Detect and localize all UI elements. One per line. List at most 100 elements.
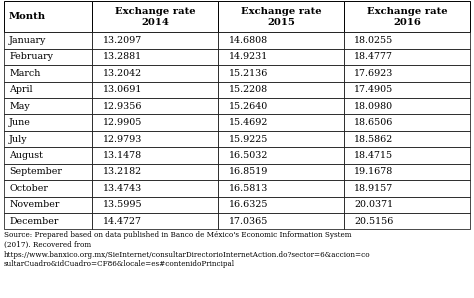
Bar — [344, 164, 470, 180]
Bar — [344, 65, 470, 82]
Bar — [344, 82, 470, 98]
Bar — [4, 131, 92, 147]
Bar — [4, 65, 92, 82]
Bar — [92, 147, 219, 164]
Bar — [219, 164, 344, 180]
Text: August: August — [9, 151, 43, 160]
Text: 15.9225: 15.9225 — [228, 135, 268, 144]
Text: January: January — [9, 36, 46, 45]
Bar — [4, 180, 92, 197]
Text: 16.5032: 16.5032 — [228, 151, 268, 160]
Bar — [4, 213, 92, 229]
Text: 13.2097: 13.2097 — [102, 36, 142, 45]
Text: 18.0255: 18.0255 — [355, 36, 393, 45]
Text: Exchange rate
2015: Exchange rate 2015 — [241, 7, 322, 27]
Bar — [4, 114, 92, 131]
Bar — [92, 49, 219, 65]
Bar — [92, 65, 219, 82]
Text: 13.2042: 13.2042 — [102, 69, 142, 78]
Bar — [4, 147, 92, 164]
Text: 18.4777: 18.4777 — [355, 52, 393, 61]
Bar — [219, 98, 344, 114]
Bar — [344, 98, 470, 114]
Text: February: February — [9, 52, 53, 61]
Bar — [4, 98, 92, 114]
Text: 15.4692: 15.4692 — [228, 118, 268, 127]
Text: 13.2182: 13.2182 — [102, 167, 142, 176]
Text: September: September — [9, 167, 62, 176]
Text: Exchange rate
2016: Exchange rate 2016 — [367, 7, 447, 27]
Text: 15.2208: 15.2208 — [228, 85, 267, 94]
Bar — [344, 1, 470, 32]
Bar — [92, 197, 219, 213]
Bar — [92, 213, 219, 229]
Bar — [92, 131, 219, 147]
Bar — [344, 213, 470, 229]
Bar — [219, 65, 344, 82]
Bar — [344, 180, 470, 197]
Text: 12.9905: 12.9905 — [102, 118, 142, 127]
Text: 20.5156: 20.5156 — [355, 217, 394, 226]
Bar — [219, 32, 344, 49]
Bar — [92, 98, 219, 114]
Text: October: October — [9, 184, 48, 193]
Text: Exchange rate
2014: Exchange rate 2014 — [115, 7, 196, 27]
Bar — [344, 32, 470, 49]
Bar — [92, 82, 219, 98]
Text: June: June — [9, 118, 31, 127]
Text: May: May — [9, 102, 30, 111]
Bar — [92, 180, 219, 197]
Bar — [344, 131, 470, 147]
Bar — [219, 131, 344, 147]
Text: April: April — [9, 85, 33, 94]
Text: Month: Month — [8, 13, 46, 21]
Bar — [4, 164, 92, 180]
Bar — [344, 197, 470, 213]
Bar — [344, 147, 470, 164]
Bar — [219, 1, 344, 32]
Bar — [92, 164, 219, 180]
Text: 15.2136: 15.2136 — [228, 69, 268, 78]
Bar — [92, 32, 219, 49]
Bar — [4, 49, 92, 65]
Bar — [4, 32, 92, 49]
Bar — [4, 197, 92, 213]
Text: 16.8519: 16.8519 — [228, 167, 268, 176]
Bar — [344, 114, 470, 131]
Text: 12.9356: 12.9356 — [102, 102, 142, 111]
Text: 14.9231: 14.9231 — [228, 52, 268, 61]
Text: 14.6808: 14.6808 — [228, 36, 267, 45]
Bar — [219, 82, 344, 98]
Text: 14.4727: 14.4727 — [102, 217, 141, 226]
Text: 13.0691: 13.0691 — [102, 85, 142, 94]
Text: 17.6923: 17.6923 — [355, 69, 394, 78]
Bar — [219, 49, 344, 65]
Text: 17.0365: 17.0365 — [228, 217, 268, 226]
Bar — [219, 213, 344, 229]
Text: 16.5813: 16.5813 — [228, 184, 268, 193]
Bar — [92, 114, 219, 131]
Text: Source: Prepared based on data published in Banco de México's Economic Informati: Source: Prepared based on data published… — [4, 231, 370, 268]
Text: July: July — [9, 135, 28, 144]
Text: November: November — [9, 200, 59, 209]
Text: 19.1678: 19.1678 — [355, 167, 393, 176]
Text: 18.5862: 18.5862 — [355, 135, 393, 144]
Text: 18.6506: 18.6506 — [355, 118, 394, 127]
Bar — [4, 1, 92, 32]
Text: December: December — [9, 217, 58, 226]
Bar — [4, 82, 92, 98]
Bar — [92, 1, 219, 32]
Text: 13.2881: 13.2881 — [102, 52, 142, 61]
Bar — [219, 197, 344, 213]
Text: 13.4743: 13.4743 — [102, 184, 142, 193]
Text: 18.0980: 18.0980 — [355, 102, 393, 111]
Text: March: March — [9, 69, 40, 78]
Bar — [344, 49, 470, 65]
Bar — [219, 114, 344, 131]
Text: 12.9793: 12.9793 — [102, 135, 142, 144]
Text: 17.4905: 17.4905 — [355, 85, 393, 94]
Text: 15.2640: 15.2640 — [228, 102, 268, 111]
Bar — [219, 180, 344, 197]
Text: 20.0371: 20.0371 — [355, 200, 393, 209]
Text: 13.5995: 13.5995 — [102, 200, 142, 209]
